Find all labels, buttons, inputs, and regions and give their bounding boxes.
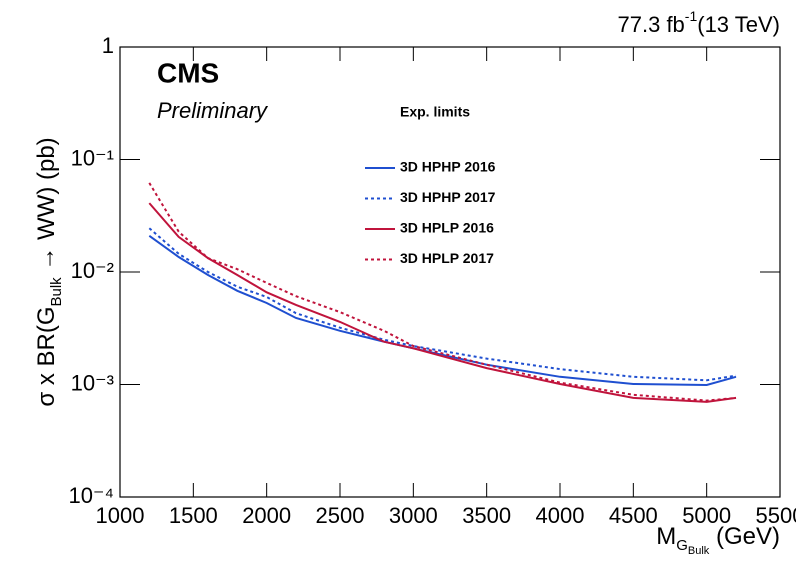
lumi-text: 77.3 fb bbox=[618, 12, 685, 37]
x-label-b: (GeV) bbox=[709, 523, 780, 550]
experiment: CMS bbox=[157, 57, 219, 88]
series-line bbox=[148, 227, 737, 382]
legend-title: Exp. limits bbox=[400, 104, 470, 120]
x-tick-label: 4000 bbox=[536, 503, 585, 528]
y-tick-label: 10⁻⁴ bbox=[68, 483, 114, 508]
series-line bbox=[148, 202, 737, 403]
x-tick-label: 5000 bbox=[682, 503, 731, 528]
y-tick-label: 10⁻³ bbox=[71, 370, 114, 395]
x-tick-label: 1000 bbox=[96, 503, 145, 528]
x-axis-label: MGBulk (GeV) bbox=[656, 523, 780, 557]
x-label-a: M bbox=[656, 523, 676, 550]
x-label-sub: G bbox=[676, 537, 688, 554]
legend-label: 3D HPHP 2016 bbox=[400, 159, 496, 175]
x-tick-label: 4500 bbox=[609, 503, 658, 528]
lumi-energy: (13 TeV) bbox=[697, 12, 780, 37]
lumi-label: 77.3 fb-1(13 TeV) bbox=[618, 8, 780, 37]
legend-label: 3D HPLP 2017 bbox=[400, 250, 494, 266]
x-tick-label: 2000 bbox=[242, 503, 291, 528]
y-label-sub: Bulk bbox=[48, 277, 65, 307]
x-tick-label: 2500 bbox=[316, 503, 365, 528]
x-tick-label: 5500 bbox=[756, 503, 796, 528]
y-label-a: σ x BR(G bbox=[33, 307, 60, 407]
y-tick-label: 10⁻¹ bbox=[71, 145, 114, 170]
status: Preliminary bbox=[157, 98, 269, 123]
y-tick-label: 10⁻² bbox=[71, 258, 114, 283]
series-line bbox=[148, 234, 737, 387]
y-tick-label: 1 bbox=[102, 33, 114, 58]
x-tick-label: 1500 bbox=[169, 503, 218, 528]
legend-label: 3D HPHP 2017 bbox=[400, 189, 496, 205]
y-axis-label: σ x BR(GBulk → WW) (pb) bbox=[33, 137, 65, 406]
x-label-subsub: Bulk bbox=[688, 545, 710, 557]
lumi-sup: -1 bbox=[685, 8, 698, 24]
x-tick-label: 3000 bbox=[389, 503, 438, 528]
legend-label: 3D HPLP 2016 bbox=[400, 220, 494, 236]
x-tick-label: 3500 bbox=[462, 503, 511, 528]
y-label-b: → WW) (pb) bbox=[33, 137, 60, 277]
